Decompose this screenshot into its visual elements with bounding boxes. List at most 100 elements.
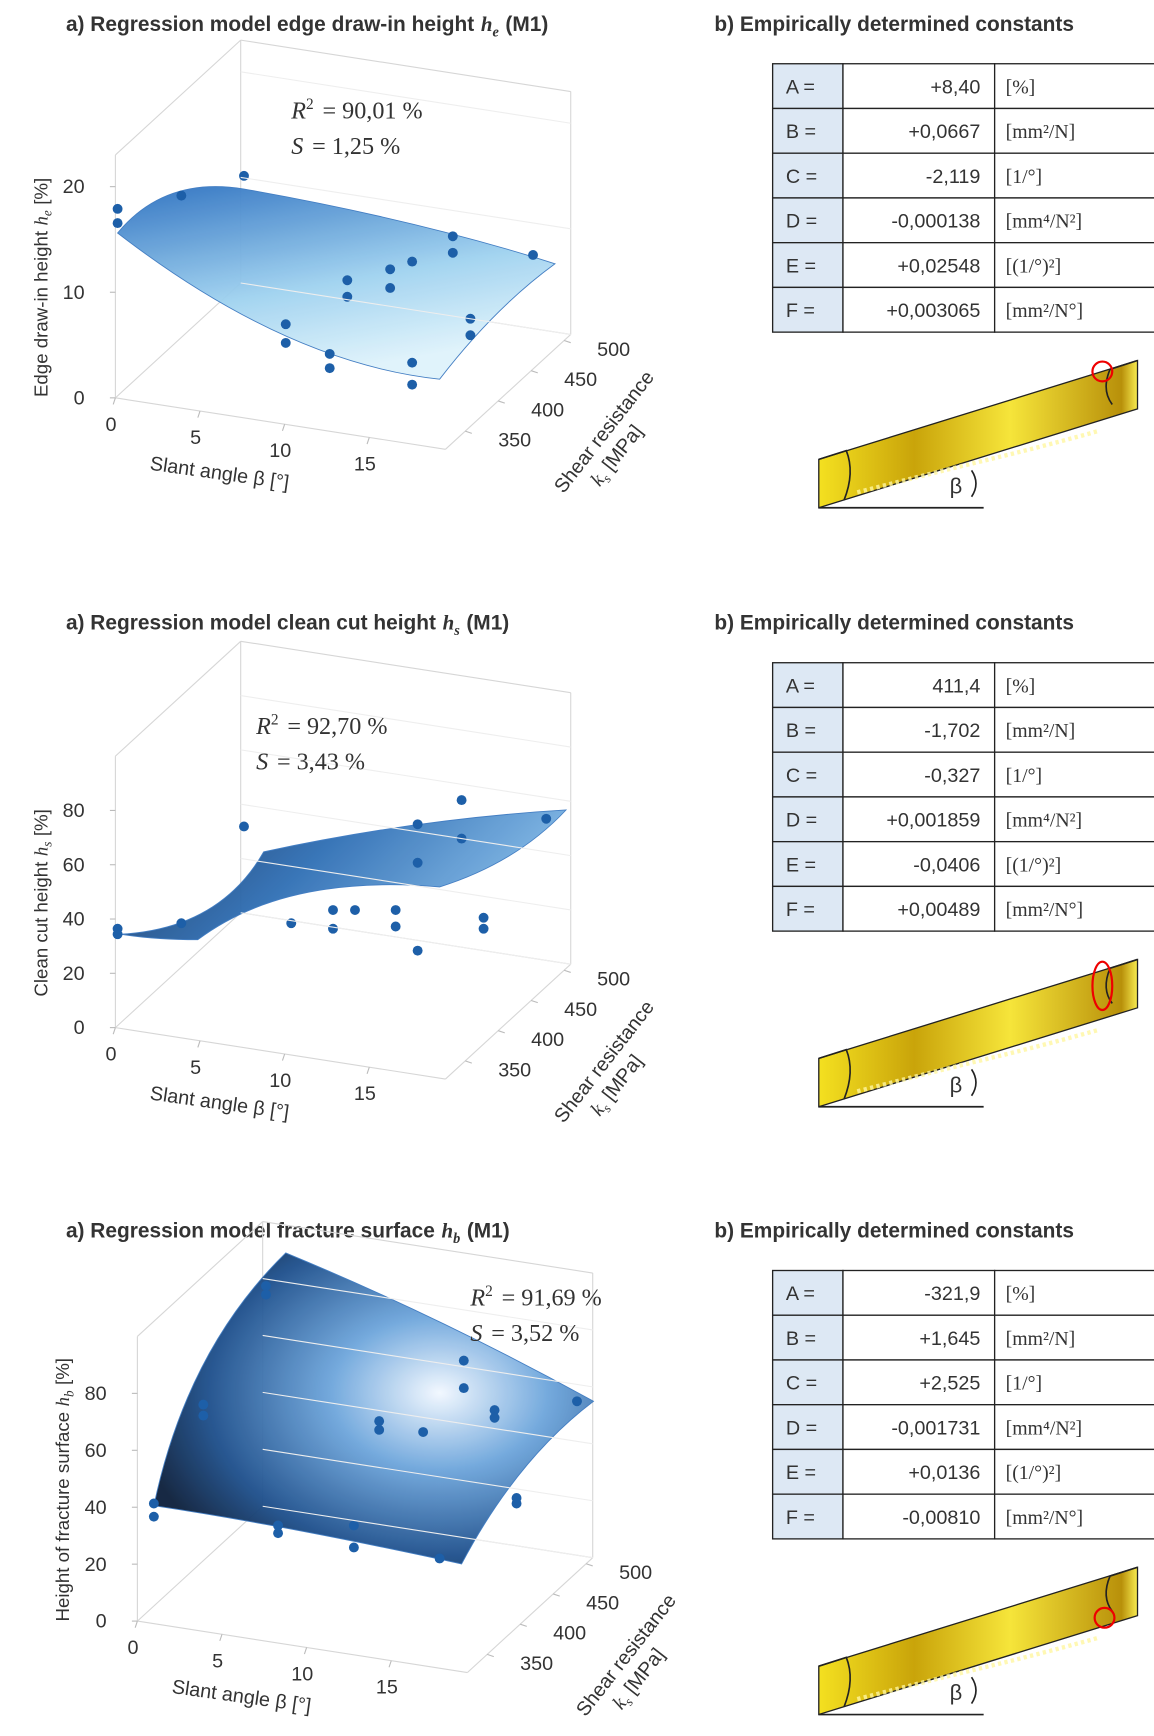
- title-sub: e: [492, 24, 499, 40]
- data-point: [198, 1400, 208, 1410]
- constant-unit: [1/°]: [1006, 765, 1042, 787]
- angle-label: β: [950, 1680, 963, 1705]
- x-tick-label: 0: [106, 1044, 117, 1066]
- constant-value: -0,001731: [891, 1417, 980, 1439]
- constant-unit: [(1/°)²]: [1006, 854, 1062, 876]
- z-label-symbol: h: [53, 1397, 74, 1406]
- constant-name: E =: [786, 1462, 816, 1484]
- z-label-symbol: h: [31, 216, 52, 225]
- y-tick: [564, 970, 571, 972]
- angle-arrow: [972, 1069, 976, 1095]
- r2-exp: 2: [485, 1283, 493, 1300]
- data-point: [541, 814, 551, 824]
- x-tick: [220, 1634, 222, 1641]
- data-point: [385, 264, 395, 274]
- x-tick-label: 5: [190, 1057, 201, 1079]
- z-label-symbol: h: [31, 847, 52, 856]
- data-point: [273, 1528, 283, 1538]
- data-point: [113, 204, 123, 214]
- box-edge: [241, 641, 571, 692]
- panel: a) Regression model clean cut heighths(M…: [30, 611, 1154, 1144]
- constant-unit: [%]: [1006, 76, 1036, 98]
- constant-value: -2,119: [926, 166, 981, 188]
- title-text: a) Regression model edge draw-in height: [66, 13, 474, 36]
- constant-value: -0,000138: [891, 211, 980, 233]
- constant-unit: [(1/°)²]: [1006, 255, 1062, 277]
- data-point: [490, 1413, 500, 1423]
- s-value: S= 3,52 %: [470, 1320, 579, 1347]
- x-tick: [135, 1621, 137, 1628]
- y-tick: [465, 1061, 472, 1063]
- table-title: b) Empirically determined constants: [714, 13, 1074, 36]
- angle-arrow: [972, 1677, 976, 1703]
- data-point: [198, 1411, 208, 1421]
- x-tick-label: 5: [190, 427, 201, 449]
- constant-name: A =: [786, 1283, 815, 1305]
- constant-name: E =: [786, 255, 816, 277]
- constant-name: B =: [786, 121, 816, 143]
- angle-label: β: [950, 1072, 963, 1097]
- z-tick-label: 0: [96, 1611, 107, 1633]
- panel: a) Regression model fracture surface hb (M…: [52, 1219, 1154, 1731]
- data-point: [391, 905, 401, 915]
- x-tick-label: 0: [127, 1637, 138, 1659]
- title-text: a) Regression model fracture surface: [66, 1220, 435, 1243]
- constant-value: +0,02548: [897, 255, 980, 277]
- z-tick-label: 20: [63, 963, 85, 985]
- data-point: [261, 1281, 271, 1291]
- r-squared: R2= 92,70 %: [255, 711, 387, 740]
- title-symbol: h: [481, 12, 493, 36]
- angle-label: β: [950, 473, 963, 498]
- panel: a) Regression model edge draw-in height h…: [30, 12, 1154, 514]
- x-tick: [113, 398, 115, 405]
- y-tick-label: 450: [586, 1592, 619, 1614]
- r2-text: = 90,01 %: [322, 98, 422, 125]
- constant-value: +0,001859: [886, 810, 980, 832]
- data-point: [528, 250, 538, 260]
- y-tick: [553, 1594, 560, 1596]
- constant-name: D =: [786, 211, 817, 233]
- box-edge: [115, 641, 240, 756]
- x-tick-label: 10: [269, 1070, 291, 1092]
- z-label-unit: [%]: [30, 809, 51, 836]
- s-text: = 1,25 %: [312, 133, 400, 160]
- z-axis-label: Clean cut height hs [%]: [30, 809, 54, 996]
- constant-unit: [mm²/N]: [1006, 121, 1076, 143]
- y-tick-label: 350: [498, 1059, 531, 1081]
- s-value: S= 3,43 %: [256, 748, 365, 775]
- data-point: [176, 918, 186, 928]
- r-squared: R2= 91,69 %: [469, 1283, 601, 1312]
- data-point: [239, 171, 249, 181]
- z-tick-label: 80: [63, 800, 85, 822]
- z-label-sub: b: [62, 1390, 77, 1397]
- constant-unit: [mm²/N°]: [1006, 1507, 1084, 1529]
- data-point: [374, 1425, 384, 1435]
- constant-value: +0,00489: [897, 899, 980, 921]
- x-tick: [198, 411, 200, 418]
- data-point: [413, 858, 423, 868]
- title-suffix: (M1): [467, 1220, 510, 1243]
- constant-unit: [mm⁴/N²]: [1006, 810, 1083, 832]
- constant-value: +8,40: [930, 76, 980, 98]
- y-tick: [465, 431, 472, 433]
- page: a) Regression model edge draw-in height h…: [0, 0, 1154, 1731]
- z-tick-label: 40: [63, 909, 85, 931]
- z-label-sub: s: [40, 842, 55, 847]
- z-label-sub: e: [40, 210, 55, 216]
- y-tick-label: 350: [520, 1653, 553, 1675]
- constant-name: C =: [786, 1373, 817, 1395]
- r2-text: = 92,70 %: [287, 713, 387, 740]
- data-point: [342, 275, 352, 285]
- constant-unit: [1/°]: [1006, 166, 1042, 188]
- constant-name: F =: [786, 300, 815, 322]
- data-point: [413, 819, 423, 829]
- z-label-text: Clean cut height: [30, 861, 51, 997]
- y-tick-label: 500: [597, 339, 630, 361]
- x-tick: [282, 424, 284, 431]
- data-point: [385, 283, 395, 293]
- data-point: [350, 905, 360, 915]
- x-tick: [367, 1067, 369, 1074]
- plot-title: a) Regression model clean cut heighths(M…: [66, 611, 509, 639]
- data-point: [448, 248, 458, 258]
